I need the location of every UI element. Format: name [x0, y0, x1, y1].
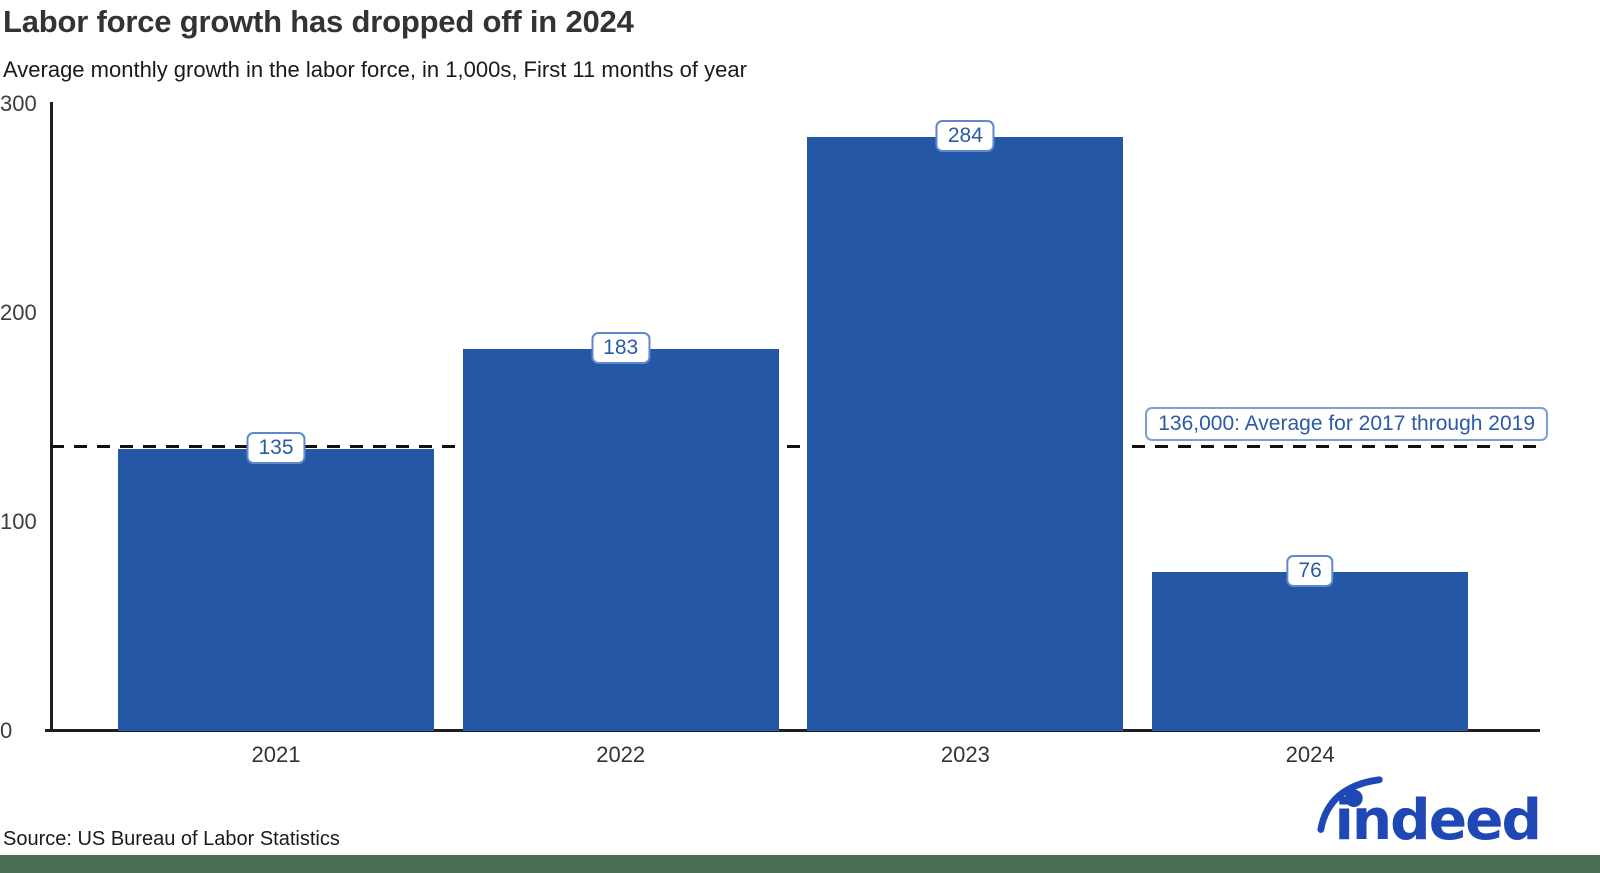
- indeed-logo-text: indeed: [1334, 788, 1540, 849]
- bar-value-label: 183: [591, 331, 651, 364]
- bar-2024: [1152, 572, 1469, 731]
- x-axis-tick-label: 2022: [596, 742, 646, 767]
- x-axis-tick-label: 2021: [251, 742, 301, 767]
- bar-2022: [462, 348, 779, 731]
- source-note: Source: US Bureau of Labor Statistics: [3, 828, 340, 850]
- x-axis-tick-label: 2023: [940, 742, 990, 767]
- y-axis-line: [50, 102, 53, 731]
- indeed-logo-i-dot: [1345, 789, 1363, 808]
- indeed-logo: indeed: [1317, 776, 1542, 849]
- footer-band: [0, 855, 1600, 873]
- x-axis-line: [45, 729, 1540, 732]
- x-axis-tick-label: 2024: [1285, 742, 1335, 767]
- bar-value-label: 76: [1286, 555, 1334, 588]
- indeed-logo-arc-icon: [1317, 776, 1383, 833]
- y-axis-tick-label: 0: [0, 718, 13, 743]
- y-axis-tick-label: 300: [0, 91, 37, 116]
- bar-value-label: 135: [246, 431, 306, 464]
- bar-2021: [118, 448, 434, 731]
- y-axis-tick-label: 200: [0, 300, 37, 325]
- y-axis-tick-label: 100: [0, 509, 37, 534]
- bar-2023: [807, 137, 1124, 731]
- bar-value-label: 284: [935, 120, 995, 153]
- chart-title: Labor force growth has dropped off in 20…: [3, 4, 634, 39]
- reference-dashed-line: [51, 445, 1542, 449]
- chart-subtitle: Average monthly growth in the labor forc…: [3, 57, 747, 82]
- reference-line-label: 136,000: Average for 2017 through 2019: [1145, 406, 1548, 441]
